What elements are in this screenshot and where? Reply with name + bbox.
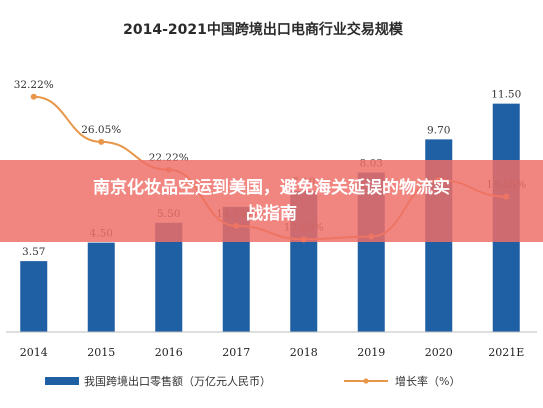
legend-line-label: 增长率（%） — [395, 374, 460, 388]
x-tick-label: 2019 — [357, 346, 385, 359]
overlay-title: 南京化妆品空运到美国，避免海关延误的物流实战指南 — [93, 178, 450, 224]
bar-value-label: 3.57 — [22, 246, 45, 258]
x-tick-label: 2018 — [290, 346, 318, 359]
x-tick-labels: 2014 2015 2016 2017 2018 2019 2020 2021E — [20, 346, 525, 359]
bar-2014 — [20, 261, 48, 332]
legend-line-marker — [363, 378, 369, 384]
bar-value-label: 11.50 — [491, 89, 521, 101]
x-tick-label: 2017 — [222, 346, 250, 359]
growth-point-2014 — [30, 93, 37, 100]
x-tick-label: 2015 — [87, 346, 115, 359]
legend-bar-swatch — [45, 377, 79, 385]
growth-value-label: 26.05% — [81, 124, 121, 136]
legend-bar-label: 我国跨境出口零售额（万亿元人民币） — [84, 374, 271, 388]
growth-value-label: 32.22% — [14, 79, 54, 91]
legend: 我国跨境出口零售额（万亿元人民币） 增长率（%） — [45, 374, 460, 388]
bar-2015 — [87, 242, 115, 332]
chart-title: 2014-2021中国跨境出口电商行业交易规模 — [123, 21, 404, 38]
x-tick-label: 2016 — [155, 346, 183, 359]
overlay-banner: 南京化妆品空运到美国，避免海关延误的物流实战指南 — [0, 160, 543, 242]
growth-point-2015 — [98, 138, 105, 145]
x-tick-label: 2021E — [488, 346, 524, 359]
bar-value-label: 9.70 — [427, 124, 450, 136]
x-tick-label: 2014 — [20, 346, 48, 359]
x-tick-label: 2020 — [425, 346, 453, 359]
